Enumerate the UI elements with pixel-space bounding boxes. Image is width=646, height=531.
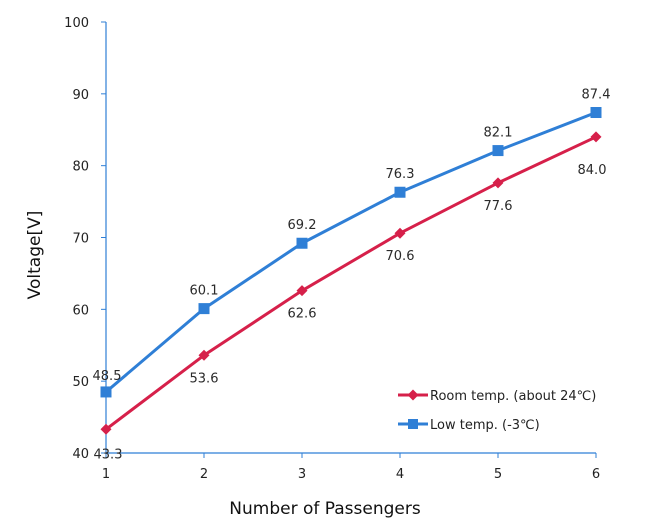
low-temp-point: [394, 186, 406, 198]
data-labels: 43.3 53.6 62.6 70.6 77.6 84.0 48.5 60.1 69.2 76.3…: [93, 88, 611, 463]
y-tick-label: 40: [72, 447, 89, 462]
low-temp-point: [590, 107, 602, 119]
x-tick-labels: 1 2 3 4 5 6: [102, 467, 600, 482]
x-axis-title: Number of Passengers: [229, 499, 421, 519]
room-temp-data-label: 62.6: [288, 307, 317, 322]
y-axis-title: Voltage[V]: [25, 211, 45, 300]
low-temp-point: [198, 303, 210, 315]
room-temp-point: [492, 177, 504, 189]
legend-label-room-temp: Room temp. (about 24℃): [430, 389, 596, 404]
room-temp-data-label: 84.0: [578, 163, 607, 178]
room-temp-point: [198, 349, 210, 361]
low-temp-point: [296, 237, 308, 249]
legend-square-marker: [408, 419, 418, 429]
x-tick-label: 4: [396, 467, 404, 482]
room-temp-data-label: 77.6: [484, 199, 513, 214]
y-tick-label: 50: [72, 375, 89, 390]
y-tick-label: 90: [72, 88, 89, 103]
room-temp-point: [590, 131, 602, 143]
x-tick-label: 5: [494, 467, 502, 482]
room-temp-point: [394, 227, 406, 239]
low-temp-point: [100, 386, 112, 398]
low-temp-point: [492, 145, 504, 157]
low-temp-data-label: 76.3: [386, 167, 415, 182]
legend: Room temp. (about 24℃) Low temp. (-3℃): [398, 389, 596, 433]
x-tick-label: 1: [102, 467, 110, 482]
y-tick-label: 70: [72, 232, 89, 247]
room-temp-data-label: 43.3: [94, 447, 123, 462]
low-temp-data-label: 82.1: [484, 126, 513, 141]
room-temp-point: [296, 285, 308, 297]
y-tick-labels: 40 50 60 70 80 90 100: [64, 16, 89, 462]
y-tick-label: 80: [72, 160, 89, 175]
x-tick-label: 3: [298, 467, 306, 482]
series-group: [100, 107, 602, 435]
room-temp-data-label: 53.6: [190, 371, 219, 386]
low-temp-data-label: 87.4: [582, 88, 611, 103]
x-tick-label: 6: [592, 467, 600, 482]
legend-label-low-temp: Low temp. (-3℃): [430, 418, 540, 433]
room-temp-point: [100, 423, 112, 435]
low-temp-data-label: 69.2: [288, 218, 317, 233]
axes: [101, 21, 597, 458]
room-temp-data-label: 70.6: [386, 249, 415, 264]
low-temp-data-label: 60.1: [190, 284, 219, 299]
x-tick-label: 2: [200, 467, 208, 482]
series-line-low-temp: [105, 111, 597, 394]
y-tick-label: 100: [64, 16, 89, 31]
y-tick-label: 60: [72, 303, 89, 318]
legend-diamond-marker: [407, 389, 419, 401]
series-line-room-temp: [105, 135, 597, 431]
low-temp-data-label: 48.5: [93, 369, 122, 384]
